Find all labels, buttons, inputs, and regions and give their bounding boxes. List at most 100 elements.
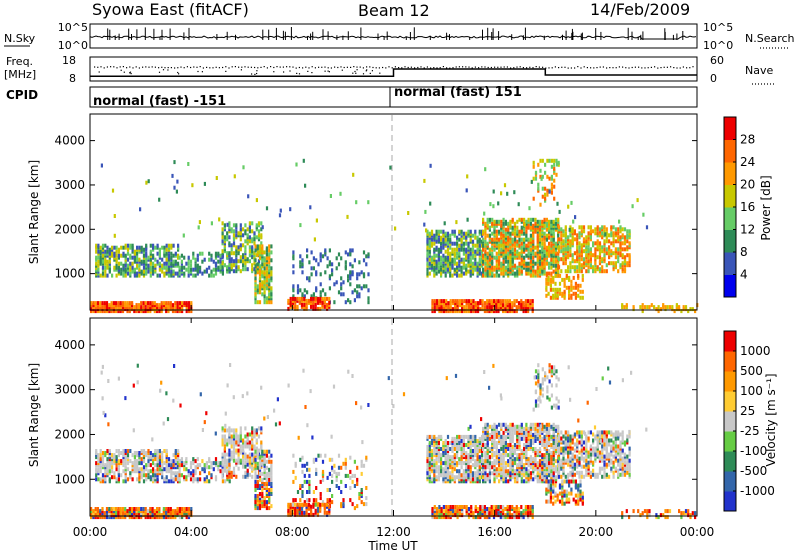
nave-dot (234, 66, 236, 68)
power-cell (187, 269, 190, 274)
power-cell (349, 262, 352, 267)
power-cell (223, 263, 226, 268)
power-cell (470, 299, 473, 304)
power-cell (554, 287, 557, 292)
power-cell (97, 267, 100, 272)
power-cell (562, 257, 565, 262)
nave-dot (503, 66, 505, 68)
power-cell (180, 259, 183, 264)
power-cell (319, 294, 322, 299)
velocity-cell (199, 471, 202, 476)
velocity-cell (360, 459, 363, 464)
power-cell (124, 267, 127, 272)
velocity-cell (256, 479, 259, 484)
power-cell (110, 301, 113, 306)
power-cell (149, 301, 152, 306)
nave-dot (164, 67, 166, 69)
power-cell (433, 305, 436, 310)
nave-dot (430, 67, 432, 69)
velocity-cell (201, 459, 204, 464)
power-cell (516, 253, 519, 258)
nave-dot (286, 66, 288, 68)
power-cell (524, 303, 527, 308)
power-cell (142, 265, 146, 270)
power-cell (232, 229, 236, 234)
power-cell (270, 250, 273, 255)
velocity-cell (124, 455, 127, 460)
power-cell (558, 273, 562, 278)
velocity-cell (319, 479, 322, 484)
power-cell (426, 245, 429, 250)
power-cell (484, 221, 487, 226)
nave-dot (215, 66, 217, 68)
power-cell (433, 309, 436, 314)
power-cell (540, 176, 543, 181)
power-cell (545, 293, 548, 298)
power-cell (142, 269, 146, 274)
velocity-cell (365, 496, 368, 501)
power-cell (212, 259, 215, 264)
nave-dot (308, 67, 310, 69)
velocity-cell (210, 465, 213, 470)
power-cell (460, 269, 463, 274)
velocity-cell (196, 477, 199, 482)
power-cell (598, 227, 602, 232)
velocity-cell (187, 469, 190, 474)
power-cell (608, 255, 611, 260)
power-cell (529, 247, 532, 252)
power-cell (221, 249, 224, 254)
velocity-cell (471, 471, 475, 476)
velocity-cell (177, 449, 180, 453)
power-cell (474, 235, 477, 240)
power-cell (337, 290, 341, 295)
velocity-cell (268, 492, 271, 496)
power-cell (567, 269, 570, 274)
power-cell (573, 237, 576, 242)
power-cell (190, 301, 193, 306)
power-cell (163, 271, 166, 276)
power-cell (270, 266, 273, 271)
power-cell (581, 295, 584, 300)
power-cell (140, 245, 143, 250)
power-cell (495, 233, 498, 238)
power-cell (453, 251, 456, 256)
velocity-cell (251, 426, 254, 431)
velocity-cell (254, 457, 257, 462)
velocity-cell (511, 475, 514, 480)
nave-dot (388, 66, 390, 68)
velocity-cell (507, 424, 510, 429)
power-cell (174, 271, 177, 276)
nave-dot (289, 70, 291, 72)
velocity-cell (158, 449, 161, 453)
velocity-cell (138, 461, 141, 466)
power-cell (99, 249, 102, 254)
power-cell (425, 228, 428, 233)
velocity-cell (265, 449, 268, 454)
velocity-cell (95, 453, 98, 458)
velocity-cell (509, 422, 512, 427)
power-cell (133, 305, 136, 310)
velocity-cell (248, 440, 251, 445)
velocity-cell (426, 449, 429, 453)
power-cell (576, 233, 579, 238)
velocity-cell (122, 479, 125, 484)
power-cell (242, 233, 245, 238)
power-cell (589, 263, 592, 268)
nave-dot (167, 67, 169, 69)
power-cell (301, 270, 304, 275)
power-cell (208, 273, 211, 278)
power-cell (92, 301, 95, 306)
power-cell (251, 221, 254, 226)
power-cell (621, 247, 624, 252)
velocity-cell (154, 473, 157, 478)
velocity-cell (268, 482, 271, 486)
power-cell (585, 259, 588, 264)
velocity-cell (446, 457, 450, 462)
nave-dot (532, 67, 534, 69)
velocity-cell (498, 449, 501, 453)
power-cell (221, 261, 224, 266)
power-cell (149, 257, 152, 262)
power-cell (437, 229, 440, 234)
velocity-cell (212, 461, 215, 466)
velocity-cell (500, 465, 503, 470)
